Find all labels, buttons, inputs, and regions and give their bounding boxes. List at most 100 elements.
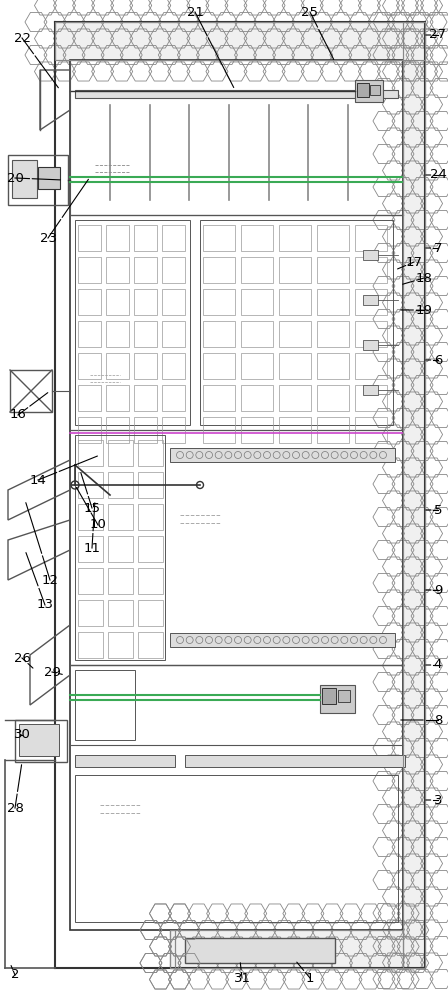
Text: 13: 13 <box>36 598 53 611</box>
Bar <box>138 632 163 658</box>
Bar <box>55 22 425 60</box>
Bar <box>363 295 378 305</box>
Bar <box>134 417 157 443</box>
Bar <box>170 930 175 968</box>
Bar <box>203 385 235 411</box>
Bar <box>355 353 387 379</box>
Bar <box>134 385 157 411</box>
Text: 25: 25 <box>302 5 319 18</box>
Bar <box>241 385 273 411</box>
Bar <box>78 385 101 411</box>
Text: 29: 29 <box>43 666 60 678</box>
Bar <box>403 22 425 968</box>
Bar <box>75 220 190 425</box>
Bar <box>108 472 133 498</box>
Bar <box>138 536 163 562</box>
Bar <box>241 225 273 251</box>
Bar <box>134 353 157 379</box>
Bar <box>162 289 185 315</box>
Bar <box>203 257 235 283</box>
Bar <box>162 225 185 251</box>
Bar <box>106 353 129 379</box>
Bar <box>106 417 129 443</box>
Bar <box>106 321 129 347</box>
Bar <box>108 504 133 530</box>
Bar <box>55 22 425 60</box>
Bar <box>106 257 129 283</box>
Bar <box>15 720 67 762</box>
Bar <box>138 472 163 498</box>
Bar <box>170 448 395 462</box>
Bar <box>363 340 378 350</box>
Bar <box>138 600 163 626</box>
Bar <box>134 289 157 315</box>
Bar <box>75 90 398 98</box>
Bar <box>162 257 185 283</box>
Bar <box>138 568 163 594</box>
Text: 5: 5 <box>434 504 442 516</box>
Bar <box>355 257 387 283</box>
Text: 18: 18 <box>416 271 432 284</box>
Bar <box>78 417 101 443</box>
Bar <box>106 225 129 251</box>
Text: 2: 2 <box>11 968 19 982</box>
Text: 7: 7 <box>434 241 442 254</box>
Bar <box>357 83 369 97</box>
Bar <box>241 353 273 379</box>
Text: 4: 4 <box>434 658 442 672</box>
Bar <box>279 385 311 411</box>
Bar <box>317 289 349 315</box>
Bar <box>317 417 349 443</box>
Bar <box>355 321 387 347</box>
Text: 12: 12 <box>42 574 59 586</box>
Bar <box>241 289 273 315</box>
Bar <box>162 417 185 443</box>
Bar <box>317 353 349 379</box>
Text: 15: 15 <box>83 502 100 514</box>
Bar <box>355 289 387 315</box>
Bar <box>108 536 133 562</box>
Bar <box>78 225 101 251</box>
Bar <box>203 321 235 347</box>
Text: 6: 6 <box>434 354 442 366</box>
Bar <box>363 250 378 260</box>
Text: 27: 27 <box>430 28 447 41</box>
Bar <box>170 633 395 647</box>
Bar <box>78 289 101 315</box>
Text: 9: 9 <box>434 584 442 596</box>
Bar <box>78 321 101 347</box>
Bar <box>38 167 60 189</box>
Bar <box>106 289 129 315</box>
Bar <box>203 353 235 379</box>
Bar <box>279 321 311 347</box>
Bar <box>203 225 235 251</box>
Bar <box>370 85 380 95</box>
Bar <box>78 536 103 562</box>
Bar <box>241 257 273 283</box>
Bar <box>279 225 311 251</box>
Text: 20: 20 <box>7 172 23 184</box>
Bar <box>75 755 175 767</box>
Bar <box>75 670 135 740</box>
Bar <box>170 930 403 968</box>
Bar <box>241 417 273 443</box>
Bar <box>106 385 129 411</box>
Bar <box>8 155 68 205</box>
Bar <box>10 370 52 412</box>
Bar <box>279 353 311 379</box>
Bar <box>355 417 387 443</box>
Bar <box>70 60 403 215</box>
Text: 21: 21 <box>186 5 203 18</box>
Text: 1: 1 <box>306 972 314 984</box>
Text: 30: 30 <box>13 728 30 742</box>
Text: 14: 14 <box>30 474 47 487</box>
Bar <box>355 225 387 251</box>
Bar <box>108 440 133 466</box>
Bar <box>78 257 101 283</box>
Bar <box>162 385 185 411</box>
Bar <box>403 22 425 968</box>
Bar <box>162 321 185 347</box>
Bar <box>185 938 335 963</box>
Text: 31: 31 <box>233 972 250 984</box>
Bar <box>203 417 235 443</box>
